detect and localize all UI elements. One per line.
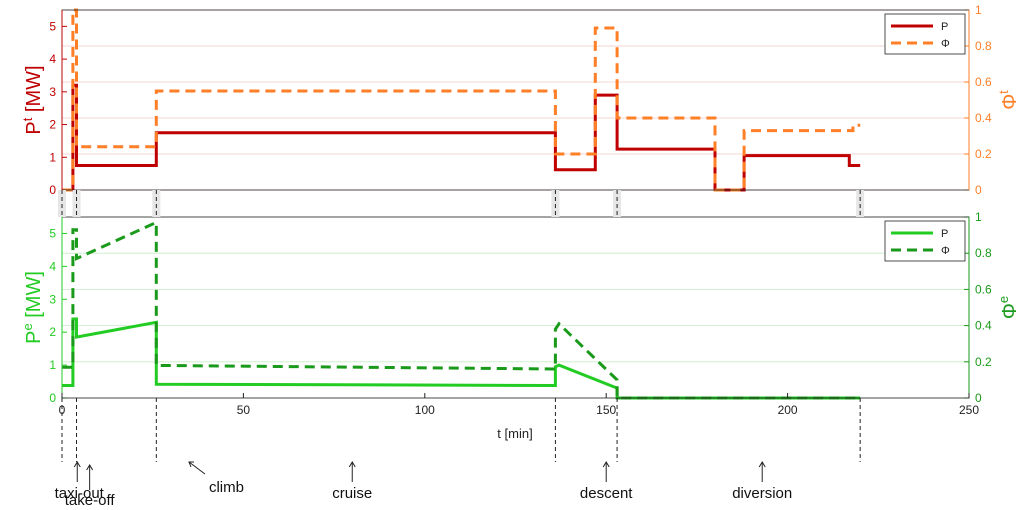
y-right-tick-label: 0.4 bbox=[975, 111, 992, 125]
phase-arrow-head bbox=[758, 461, 766, 468]
panel-1: 0 1 2 3 4 5 0 0.2 0.4 0.6 0.8 1 Pt [MW] Φt PΦ bbox=[20, 3, 1021, 197]
y-left-tick-label: 5 bbox=[49, 226, 56, 240]
phase-arrow-head bbox=[188, 461, 194, 468]
y-right-tick-label: 0.8 bbox=[975, 246, 992, 260]
legend-box bbox=[884, 13, 966, 55]
x-tick-label: 50 bbox=[237, 403, 251, 417]
series-line-phi bbox=[62, 220, 861, 400]
phase-arrow-head bbox=[73, 461, 81, 468]
y-right-tick-label: 0.4 bbox=[975, 319, 992, 333]
y-right-tick-label: 0 bbox=[975, 183, 982, 197]
phase-arrow-head bbox=[86, 464, 94, 471]
phase-label: take-off bbox=[65, 492, 116, 509]
y-left-tick-label: 2 bbox=[49, 325, 56, 339]
y-left-tick-label: 2 bbox=[49, 118, 56, 132]
phase-label: taxi-out bbox=[55, 485, 105, 502]
y-left-tick-label: 0 bbox=[49, 391, 56, 405]
plot-frame bbox=[61, 9, 970, 191]
y-left-tick-label: 4 bbox=[49, 52, 56, 66]
y-right-axis-label: Φe bbox=[996, 296, 1021, 319]
y-right-tick-label: 0.8 bbox=[975, 39, 992, 53]
legend-label: Φ bbox=[941, 38, 950, 50]
x-tick-label: 150 bbox=[596, 403, 616, 417]
phase-divider-band bbox=[856, 190, 865, 217]
phase-divider-band bbox=[72, 190, 81, 217]
phase-arrow-head bbox=[348, 461, 356, 468]
phase-label: cruise bbox=[332, 485, 372, 502]
y-left-axis-label: Pe [MW] bbox=[20, 271, 45, 344]
phase-arrow bbox=[188, 461, 206, 475]
y-left-tick-label: 1 bbox=[49, 358, 56, 372]
y-left-tick-label: 3 bbox=[49, 85, 56, 99]
y-right-tick-label: 0.6 bbox=[975, 282, 992, 296]
x-axis-label: t [min] bbox=[497, 426, 532, 441]
legend-label: Φ bbox=[941, 245, 950, 257]
phase-divider-band bbox=[551, 190, 560, 217]
phase-divider-band bbox=[152, 190, 161, 217]
y-right-tick-label: 0.2 bbox=[975, 355, 992, 369]
phase-divider-band bbox=[58, 190, 66, 217]
legend-label: P bbox=[941, 228, 948, 240]
y-left-tick-label: 3 bbox=[49, 292, 56, 306]
y-left-tick-label: 5 bbox=[49, 19, 56, 33]
y-right-tick-label: 0.6 bbox=[975, 75, 992, 89]
phase-label: descent bbox=[580, 485, 633, 502]
plot-frame bbox=[61, 216, 970, 399]
series-line-p bbox=[62, 317, 861, 400]
y-right-tick-label: 1 bbox=[975, 210, 982, 224]
series-line-phi bbox=[62, 8, 861, 192]
phase-label: diversion bbox=[732, 485, 792, 502]
y-left-tick-label: 0 bbox=[49, 183, 56, 197]
y-left-tick-label: 1 bbox=[49, 150, 56, 164]
x-tick-label: 100 bbox=[415, 403, 435, 417]
x-tick-label: 250 bbox=[959, 403, 979, 417]
y-right-tick-label: 1 bbox=[975, 3, 982, 17]
y-left-axis-label: Pt [MW] bbox=[20, 65, 45, 134]
phase-label: climb bbox=[209, 479, 244, 496]
y-left-tick-label: 4 bbox=[49, 259, 56, 273]
x-tick-label: 200 bbox=[778, 403, 798, 417]
phase-divider-band bbox=[613, 190, 622, 217]
y-right-tick-label: 0.2 bbox=[975, 147, 992, 161]
legend-box bbox=[884, 220, 966, 262]
phase-arrow-head bbox=[602, 461, 610, 468]
series-line-p bbox=[62, 83, 861, 192]
y-right-axis-label: Φt bbox=[996, 90, 1021, 110]
legend-label: P bbox=[941, 21, 948, 33]
panel-2: 0 1 2 3 4 5 0 0.2 0.4 0.6 0.8 1 Pe [MW] Φe PΦ bbox=[20, 210, 1021, 405]
x-tick-label: 0 bbox=[59, 403, 66, 417]
y-right-tick-label: 0 bbox=[975, 391, 982, 405]
